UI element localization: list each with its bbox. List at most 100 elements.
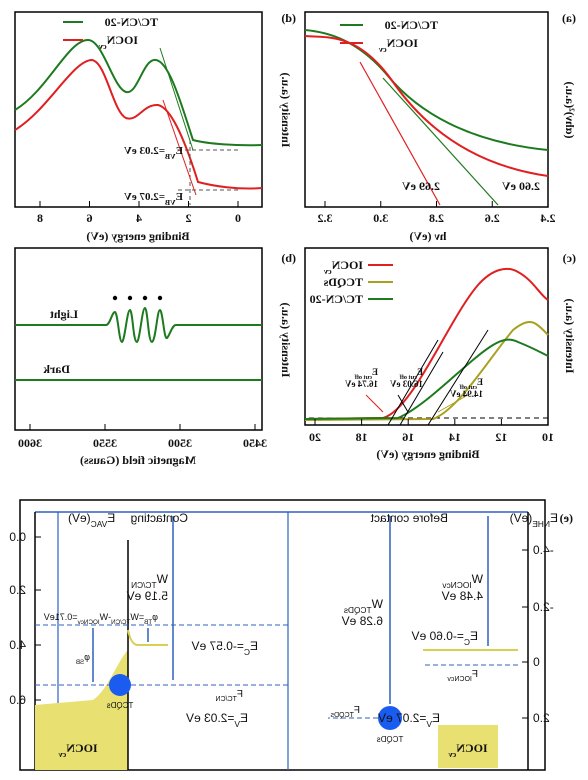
nhe-tick-part: -4.0 xyxy=(533,543,554,557)
panel-label-part: (d) xyxy=(281,11,296,25)
energy-label: EC=-0.57 eV xyxy=(192,639,258,657)
energy-label-part: C xyxy=(244,647,250,657)
cutoff-label-part: cut off xyxy=(399,374,417,381)
x-tick-label-part: 3.2 xyxy=(318,211,333,225)
legend-label: IOCNcv xyxy=(323,258,363,276)
panel-label: (c) xyxy=(563,251,576,265)
annotation-part: VB xyxy=(165,152,176,161)
box-label: IOCNcv xyxy=(448,741,488,759)
x-tick-label-part: 10 xyxy=(542,430,554,444)
energy-label: WIOCNcv xyxy=(442,572,483,590)
cutoff-label: Ecut off xyxy=(354,367,378,381)
tcqds-dot xyxy=(109,674,131,696)
series-label: Light xyxy=(50,307,78,321)
energy-label: φTB=WTC/CN-WIOCNcv=0.71eV xyxy=(44,612,158,626)
axis-title: EVAC(eV) xyxy=(68,511,115,529)
energy-label-part: IOCNcv xyxy=(442,580,472,590)
annotation: 2.69 eV xyxy=(402,179,440,193)
axis-title-part: NHE xyxy=(532,519,550,529)
legend-label-part: cv xyxy=(378,45,387,54)
iocn-band xyxy=(35,650,128,770)
box-label-part: IOCN xyxy=(66,741,98,755)
axis-title-part: E xyxy=(550,511,558,525)
particle-label: TCQDs xyxy=(107,701,134,710)
curve-tcqds xyxy=(304,321,549,421)
tangent xyxy=(162,99,197,196)
x-axis-label: Magnetic field (Gauss) xyxy=(80,453,196,467)
energy-label-part: =0.71eV xyxy=(44,612,78,622)
energy-label-part: V xyxy=(426,719,432,729)
energy-label-part: TC/CN xyxy=(216,696,237,703)
x-tick-label: 3450 xyxy=(243,436,267,450)
x-tick-label: 3.2 xyxy=(318,211,333,225)
x-tick-label-part: 16 xyxy=(402,430,414,444)
series-label: Dark xyxy=(43,362,70,376)
nhe-tick-part: -2.0 xyxy=(533,600,554,614)
section-title: Before contact xyxy=(370,511,448,525)
cutoff-label-part: E xyxy=(417,367,423,377)
energy-label-part: F xyxy=(472,669,478,680)
cutoff-value: 16.74 eV xyxy=(345,379,378,389)
x-axis-label-part: hν (eV) xyxy=(409,229,446,243)
panel-label: (d) xyxy=(281,11,296,25)
x-tick-label-part: 2 xyxy=(186,211,192,225)
x-tick-label-part: 3600 xyxy=(18,436,42,450)
dot xyxy=(112,295,118,301)
curve-tc xyxy=(304,29,549,151)
labels: (a) (αhν)²(a.u.) 2.4 2.6 2.8 3.0 3.2 hν (eV) TC/… xyxy=(9,11,577,759)
energy-label-part: 5.19 eV xyxy=(127,589,168,603)
x-tick-label-part: 2.8 xyxy=(429,211,444,225)
vac-tick: 4.0 xyxy=(9,638,26,652)
x-axis-label-part: Magnetic field (Gauss) xyxy=(80,453,196,467)
panel-label: (e) xyxy=(560,511,573,525)
epr-light xyxy=(15,306,262,344)
vac-tick: 2.0 xyxy=(9,583,26,597)
legend-label: TC/CN-20 xyxy=(385,18,438,32)
energy-label-part: TB xyxy=(144,619,152,626)
x-tick-label-part: 12 xyxy=(495,430,507,444)
energy-label-part: TCQDs xyxy=(330,712,354,719)
energy-label-part: V xyxy=(234,719,240,729)
tangent xyxy=(399,351,444,426)
box-label-part: cv xyxy=(58,750,67,759)
legend-label-part: TC/CN-20 xyxy=(105,15,158,29)
x-tick-label-part: 4 xyxy=(136,211,142,225)
section-title-part: Before contact xyxy=(370,511,448,525)
energy-label: φSB xyxy=(76,652,90,666)
energy-label-part: IOCNcv xyxy=(447,676,472,683)
energy-label-part: φ xyxy=(152,612,158,622)
legend-label: IOCNcv xyxy=(378,36,418,54)
box-label: IOCNcv xyxy=(58,741,98,759)
energy-label-part: W xyxy=(471,572,483,586)
legend-label-part: IOCN xyxy=(331,258,363,272)
vac-tick: 6.0 xyxy=(9,693,26,707)
pointer xyxy=(397,394,409,413)
energy-label-part: E xyxy=(240,711,248,725)
x-tick-label: 3500 xyxy=(168,436,192,450)
x-tick-label: 16 xyxy=(402,430,414,444)
cutoff-label: Ecut off xyxy=(459,377,483,391)
legend-label: IOCNcv xyxy=(98,33,138,51)
cutoff-label-part: cut off xyxy=(354,374,372,381)
dot xyxy=(142,295,148,301)
energy-label-part: =W xyxy=(130,612,144,622)
particle-label-part: TCQDs xyxy=(377,735,404,744)
legend-label-part: IOCN xyxy=(386,36,418,50)
particle-label-part: TCQDs xyxy=(107,701,134,710)
legend-label: TC/CN-20 xyxy=(105,15,158,29)
x-axis-label: Binding energy (eV) xyxy=(376,447,479,461)
panel-label-part: (c) xyxy=(563,251,576,265)
cutoff-label: Ecut off xyxy=(399,367,423,381)
annotation: 2.60 eV xyxy=(502,179,540,193)
pointer xyxy=(365,394,384,413)
energy-label: WTCQDs xyxy=(344,597,383,615)
legend-label: TC/CN-20 xyxy=(310,292,363,306)
x-tick-label: 2.6 xyxy=(485,211,500,225)
vac-tick-part: 6.0 xyxy=(9,693,26,707)
panel-label: (b) xyxy=(281,251,296,265)
x-tick-label: 2.8 xyxy=(429,211,444,225)
annotation-part: =2.03 eV xyxy=(124,145,165,157)
mirrored-figure: (a) (αhν)²(a.u.) 2.4 2.6 2.8 3.0 3.2 hν (eV) TC/… xyxy=(9,11,577,771)
ec-level xyxy=(127,629,168,646)
nhe-tick: 0 xyxy=(533,655,540,669)
